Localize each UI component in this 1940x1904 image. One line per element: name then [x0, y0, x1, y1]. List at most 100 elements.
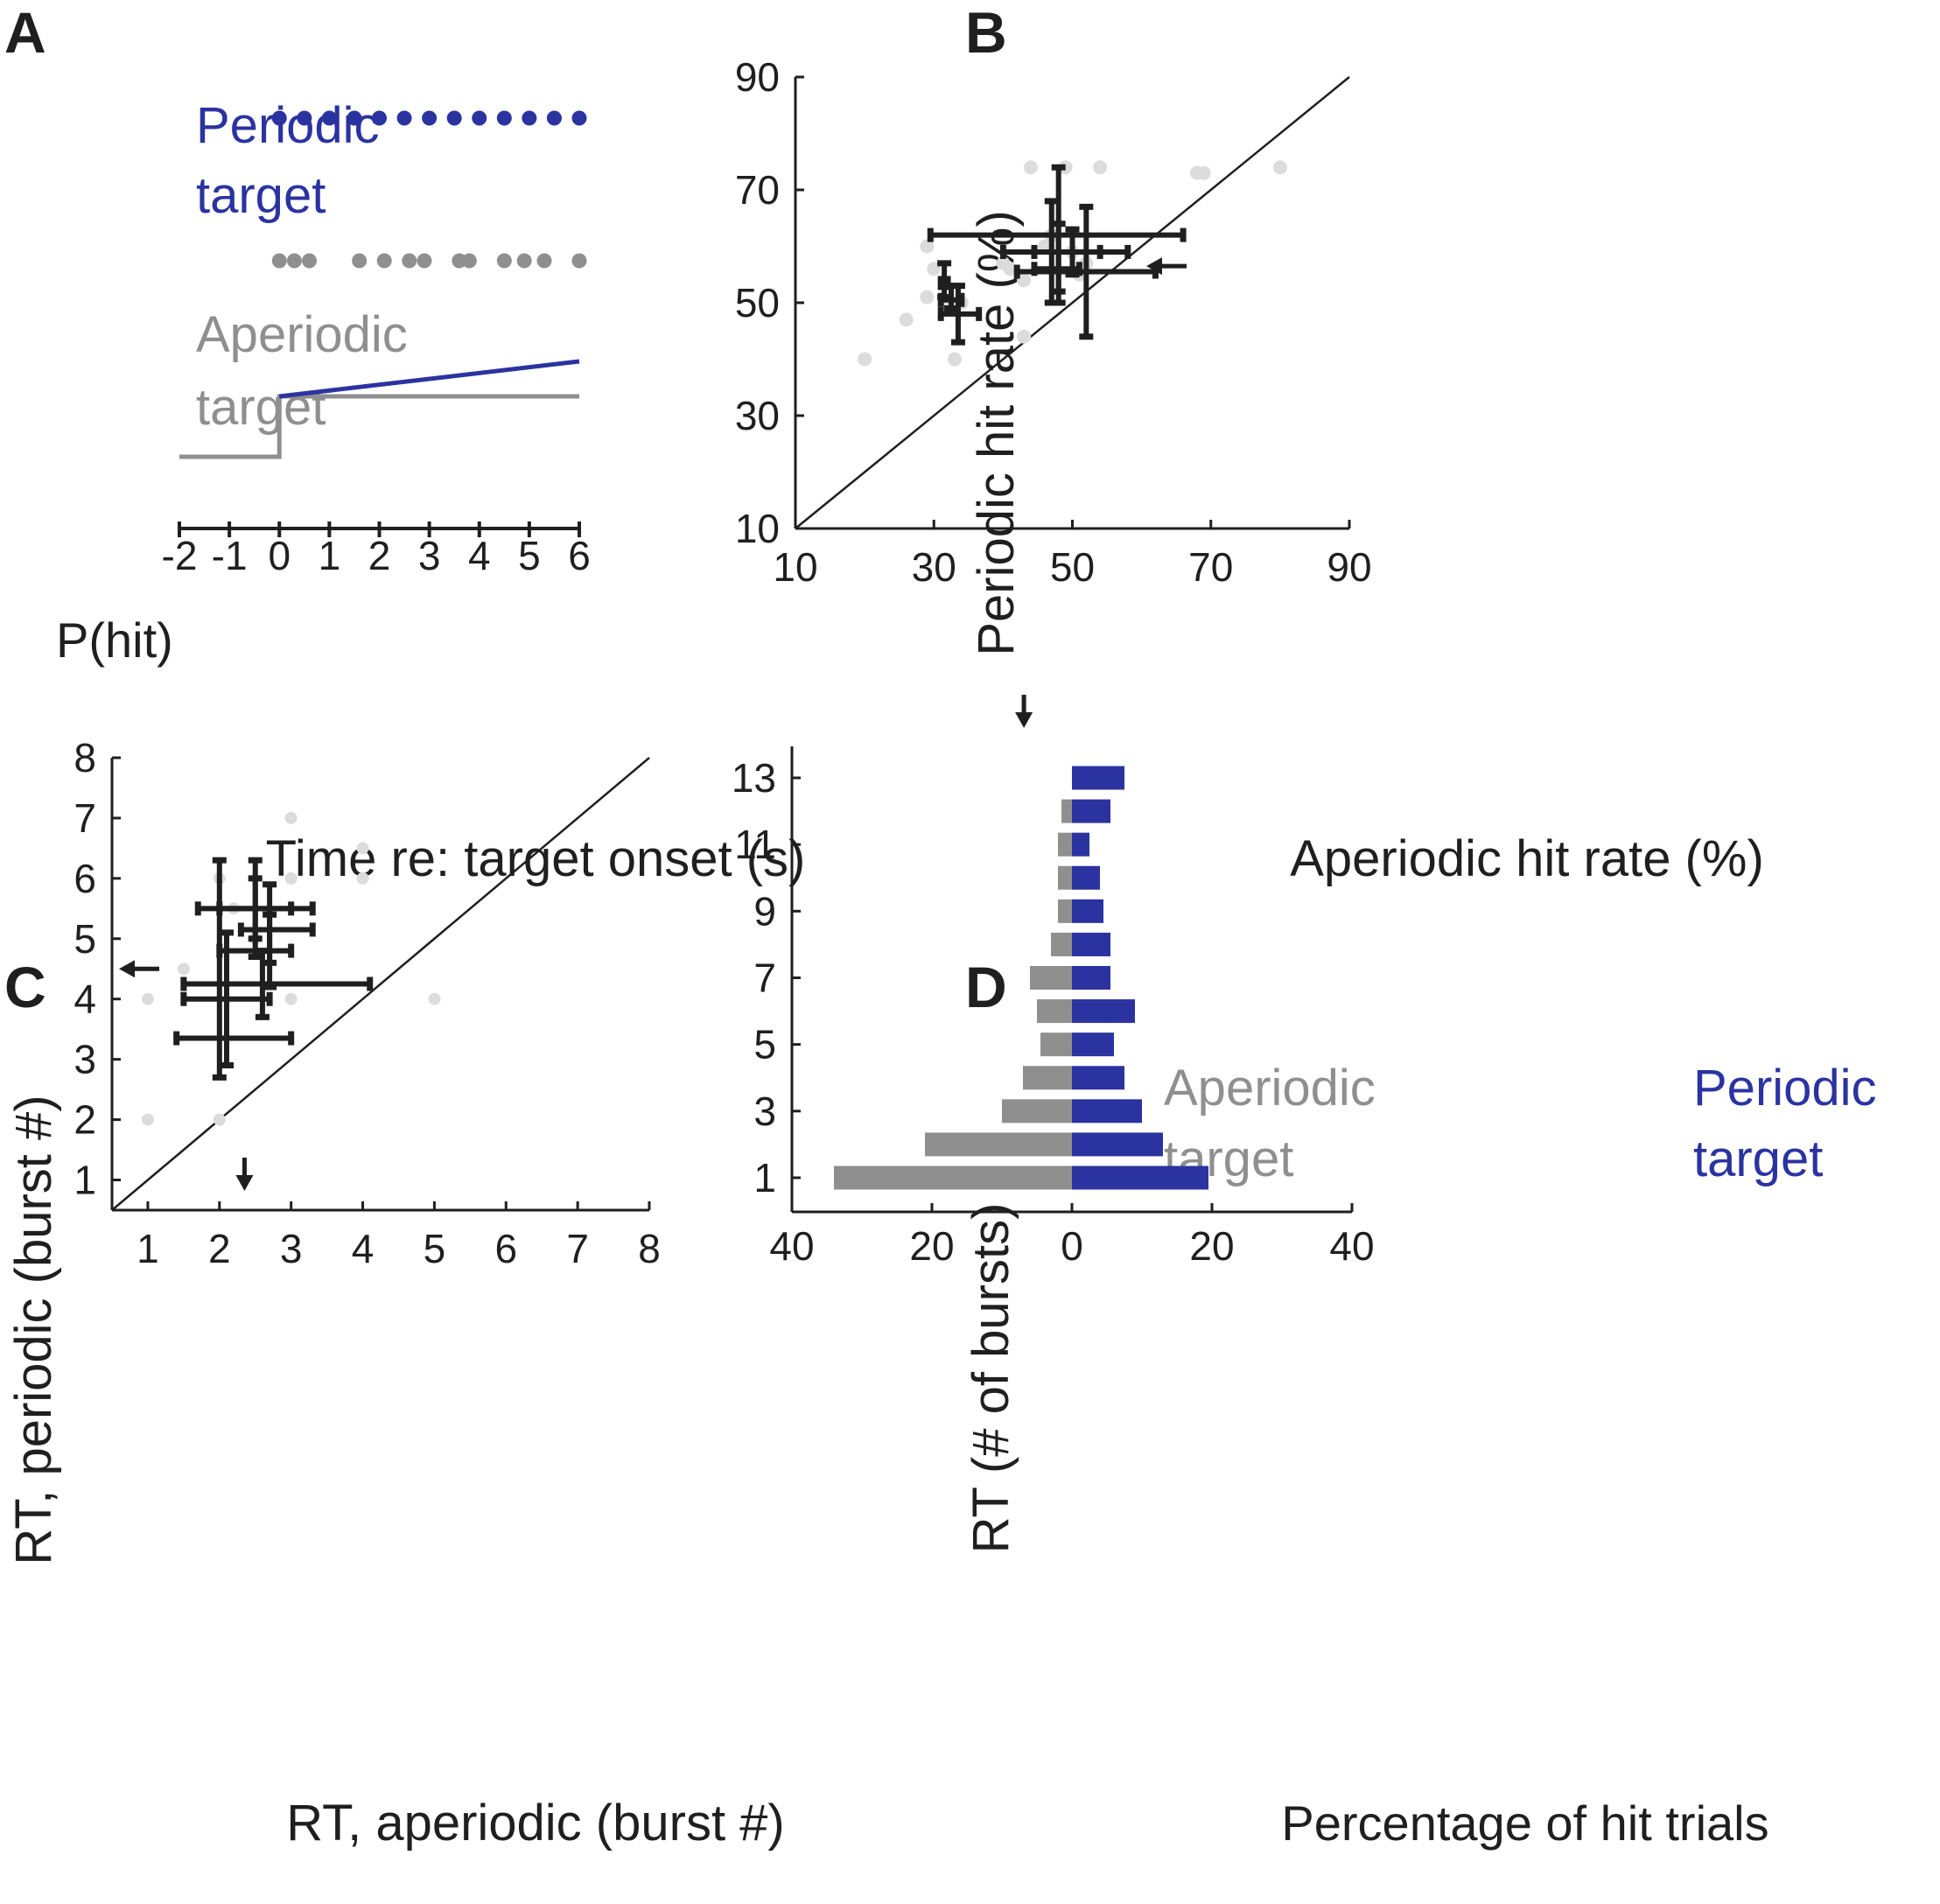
c-x-tick-label: 2 — [208, 1226, 231, 1271]
b-y-arrow-head — [1146, 257, 1162, 276]
b-x-tick-label: 70 — [1188, 544, 1233, 590]
aperiodic-label-line2: target — [196, 379, 326, 436]
b-y-tick-label: 50 — [735, 280, 780, 326]
d-y-tick-label: 3 — [753, 1088, 776, 1134]
c-subject-point — [356, 872, 369, 885]
c-subject-point — [356, 842, 369, 855]
a-periodic-burst — [297, 110, 312, 126]
c-y-tick-label: 7 — [74, 795, 96, 841]
b-subject-point — [1003, 262, 1018, 276]
c-y-tick-label: 5 — [74, 916, 96, 962]
phit-label: P(hit) — [56, 612, 173, 668]
a-aperiodic-burst — [376, 253, 392, 269]
a-aperiodic-burst — [516, 253, 532, 269]
panel-label-d: D — [965, 955, 1007, 1019]
d-periodic-bar — [1072, 1132, 1163, 1157]
c-x-tick-label: 1 — [137, 1226, 159, 1271]
a-aperiodic-burst — [302, 253, 318, 269]
b-subject-point — [920, 239, 935, 254]
c-diagonal — [111, 757, 650, 1211]
d-aperiodic-bar — [1030, 966, 1072, 990]
b-subject-point — [1024, 160, 1039, 175]
c-y-tick-label: 4 — [74, 976, 96, 1022]
legend-periodic-line2: target — [1693, 1130, 1823, 1187]
a-periodic-line — [278, 359, 580, 399]
c-x-tick-label: 5 — [424, 1226, 446, 1271]
d-periodic-bar — [1072, 832, 1089, 857]
c-x-tick-label: 8 — [638, 1226, 661, 1271]
a-periodic-burst — [321, 110, 337, 126]
periodic-label-line2: target — [196, 167, 326, 224]
panel-a: Periodic target Aperiodic target P(hit) … — [56, 97, 805, 887]
d-aperiodic-bar — [1051, 932, 1072, 956]
d-aperiodic-bar — [1040, 1032, 1072, 1057]
a-periodic-burst — [372, 110, 387, 126]
d-periodic-bar — [1072, 999, 1135, 1024]
c-y-tick-label: 1 — [74, 1158, 96, 1203]
d-x-tick-label: 40 — [769, 1223, 814, 1269]
b-x-tick-label: 30 — [912, 544, 956, 590]
a-aperiodic-burst — [352, 253, 368, 269]
d-y-tick-label: 9 — [753, 888, 776, 934]
b-x-arrow-head — [1015, 712, 1033, 728]
c-x-tick-label: 4 — [352, 1226, 375, 1271]
b-subject-point — [947, 352, 962, 367]
panel-label-a: A — [4, 0, 46, 65]
d-periodic-bar — [1072, 1066, 1124, 1090]
c-subject-point — [284, 872, 298, 885]
d-periodic-bar — [1072, 799, 1110, 823]
a-x-tick-label: 5 — [518, 533, 541, 578]
b-y-tick-label: 70 — [735, 167, 780, 213]
a-aperiodic-burst — [571, 253, 587, 269]
aperiodic-label-line1: Aperiodic — [196, 306, 408, 363]
a-periodic-burst — [396, 110, 412, 126]
a-periodic-burst — [522, 110, 537, 126]
b-subject-point — [920, 290, 935, 304]
b-subject-point — [1093, 160, 1108, 175]
a-periodic-burst — [271, 110, 287, 126]
a-aperiodic-burst — [402, 253, 417, 269]
c-x-tick-label: 3 — [280, 1226, 303, 1271]
d-y-tick-label: 11 — [734, 822, 776, 867]
d-y-tick-label: 5 — [753, 1022, 776, 1068]
panel-c-xlabel: RT, aperiodic (burst #) — [286, 1795, 785, 1852]
panel-b: Aperiodic hit rate (%) Periodic hit rate… — [968, 210, 1764, 887]
b-y-tick-label: 30 — [735, 393, 780, 438]
d-aperiodic-bar — [1058, 865, 1072, 890]
a-periodic-burst — [422, 110, 438, 126]
a-aperiodic-burst — [286, 253, 302, 269]
c-y-arrow-head — [119, 960, 135, 978]
b-error-cross — [937, 283, 983, 346]
d-periodic-bar — [1072, 1099, 1142, 1124]
b-subject-point — [858, 352, 872, 367]
d-aperiodic-bar — [1058, 832, 1072, 857]
b-subject-point — [1196, 165, 1211, 180]
d-x-tick-label: 20 — [909, 1223, 954, 1269]
b-y-tick-label: 10 — [735, 506, 780, 551]
periodic-label-line1: Periodic — [196, 97, 380, 154]
panel-c-ylabel: RT, periodic (burst #) — [5, 1095, 62, 1564]
a-x-tick-label: 4 — [468, 533, 491, 578]
panel-c: RT, aperiodic (burst #) RT, periodic (bu… — [5, 1095, 785, 1852]
a-x-tick-label: 0 — [268, 533, 291, 578]
c-error-cross — [180, 948, 374, 1020]
panel-b-ylabel: Periodic hit rate (%) — [968, 210, 1025, 655]
c-y-tick-label: 6 — [74, 856, 96, 901]
a-aperiodic-burst — [536, 253, 552, 269]
d-y-tick-label: 7 — [753, 956, 776, 1001]
c-subject-point — [213, 1113, 226, 1126]
b-subject-point — [1017, 273, 1032, 288]
a-aperiodic-burst — [271, 253, 287, 269]
a-x-tick-label: -2 — [162, 533, 198, 578]
d-periodic-bar — [1072, 766, 1124, 790]
d-periodic-bar — [1072, 1032, 1114, 1057]
b-y-tick-label: 90 — [735, 54, 780, 100]
b-error-cross — [1031, 226, 1103, 278]
d-periodic-bar — [1072, 966, 1110, 990]
d-periodic-bar — [1072, 932, 1110, 956]
b-subject-point — [1017, 329, 1032, 344]
c-x-tick-label: 6 — [494, 1226, 517, 1271]
a-aperiodic-burst — [496, 253, 512, 269]
